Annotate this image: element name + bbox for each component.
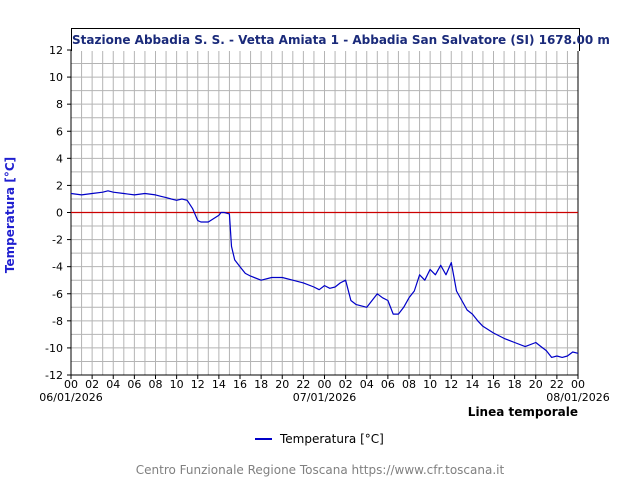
x-tick-label: 14 (212, 378, 226, 391)
x-tick-label: 16 (487, 378, 501, 391)
x-tick-label: 04 (360, 378, 374, 391)
y-axis-label: Temperatura [°C] (3, 156, 17, 274)
x-tick-label: 04 (106, 378, 120, 391)
y-tick-label: -6 (52, 288, 63, 301)
y-tick-label: 0 (56, 207, 63, 220)
y-tick-label: -2 (52, 234, 63, 247)
x-tick-label: 00 (318, 378, 332, 391)
legend: Temperatura [°C] (255, 432, 384, 446)
x-tick-label: 12 (444, 378, 458, 391)
x-tick-label: 08 (149, 378, 163, 391)
x-tick-label: 08 (402, 378, 416, 391)
x-date-label: 07/01/2026 (293, 391, 356, 404)
series-line-temperatura (70, 190, 579, 358)
y-tick-label: -10 (45, 342, 63, 355)
y-tick-label: 12 (49, 44, 63, 57)
x-tick-label: 02 (85, 378, 99, 391)
y-tick-label: 2 (56, 179, 63, 192)
x-tick-label: 06 (127, 378, 141, 391)
x-tick-label: 00 (64, 378, 78, 391)
x-tick-label: 18 (254, 378, 268, 391)
y-tick-label: -8 (52, 315, 63, 328)
x-tick-label: 20 (275, 378, 289, 391)
footer-credit: Centro Funzionale Regione Toscana https:… (135, 463, 505, 477)
x-tick-label: 18 (508, 378, 522, 391)
x-tick-label: 12 (191, 378, 205, 391)
y-tick-label: -12 (45, 369, 63, 382)
chart-title: Stazione Abbadia S. S. - Vetta Amiata 1 … (71, 28, 610, 51)
x-tick-label: 20 (529, 378, 543, 391)
x-date-label: 06/01/2026 (39, 391, 102, 404)
x-date-label: 08/01/2026 (546, 391, 609, 404)
y-tick-label: 10 (49, 71, 63, 84)
legend-label: Temperatura [°C] (280, 432, 384, 446)
y-tick-label: -4 (52, 261, 63, 274)
x-tick-label: 22 (550, 378, 564, 391)
y-tick-label: 8 (56, 98, 63, 111)
x-tick-label: 06 (381, 378, 395, 391)
x-tick-label: 02 (339, 378, 353, 391)
x-tick-label: 14 (465, 378, 479, 391)
legend-swatch (255, 438, 272, 440)
x-tick-label: 10 (170, 378, 184, 391)
x-axis-label: Linea temporale (467, 405, 578, 419)
x-tick-label: 22 (296, 378, 310, 391)
x-tick-label: 16 (233, 378, 247, 391)
x-tick-label: 10 (423, 378, 437, 391)
x-tick-label: 00 (571, 378, 585, 391)
y-tick-label: 4 (56, 152, 63, 165)
y-tick-label: 6 (56, 125, 63, 138)
